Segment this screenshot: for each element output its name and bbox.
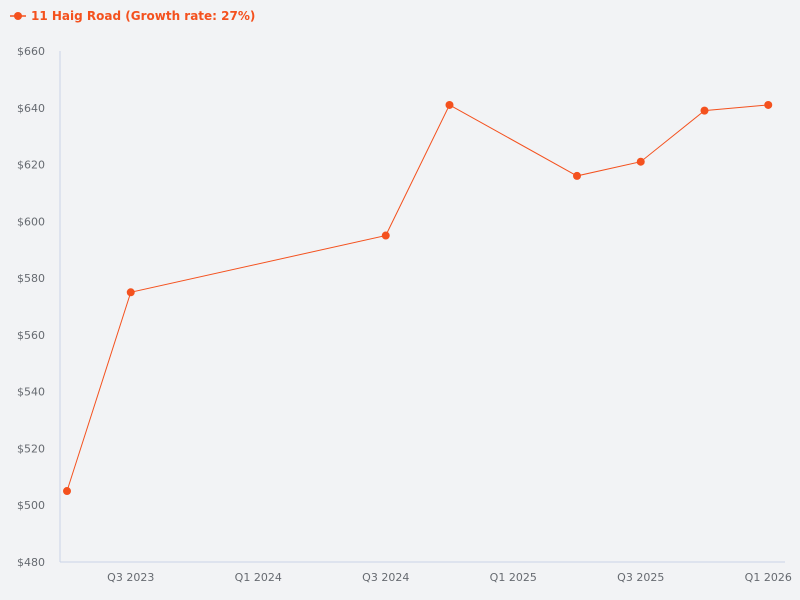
data-point[interactable]: Q4 2024: $641 <box>445 100 454 109</box>
data-point[interactable]: Q2 2025: $616 <box>573 171 581 180</box>
data-point[interactable]: Q2 2023: $505 <box>63 487 71 496</box>
y-tick-label: $540 <box>17 386 45 399</box>
legend-label: 11 Haig Road (Growth rate: 27%) <box>31 9 256 23</box>
y-tick-label: $480 <box>17 556 45 569</box>
x-tick-label: Q1 2025 <box>490 571 537 584</box>
y-tick-label: $620 <box>17 159 45 172</box>
x-axis: Q3 2023 Q1 2024 Q3 2024 Q1 2025 Q3 2025 Q1 20… <box>60 561 792 584</box>
legend-line-marker-icon <box>10 12 26 20</box>
data-point[interactable]: Q4 2025: $639 <box>700 106 709 115</box>
y-tick-label: $640 <box>17 102 45 115</box>
y-tick-label: $500 <box>17 499 45 512</box>
series-line <box>66 104 769 492</box>
x-tick-label: Q3 2025 <box>617 571 664 584</box>
y-tick-label: $520 <box>17 442 45 455</box>
x-tick-label: Q1 2024 <box>235 571 282 584</box>
y-tick-label: $560 <box>17 329 45 342</box>
plot-area: Q2 2023: $505 Q3 2023: $575 Q3 2024: $595 Q… <box>63 100 773 496</box>
legend-item[interactable]: 11 Haig Road (Growth rate: 27%) <box>10 9 255 23</box>
y-tick-label: $580 <box>17 272 45 285</box>
data-point[interactable]: Q3 2023: $575 <box>126 288 135 297</box>
y-tick-label: $600 <box>17 215 45 228</box>
x-tick-label: Q1 2026 <box>745 571 792 584</box>
y-axis: $480 $500 $520 $540 $560 $580 $600 $620 $640 $660 <box>17 45 61 569</box>
data-point[interactable]: Q3 2025: $621 <box>636 157 645 166</box>
x-tick-label: Q3 2023 <box>107 571 154 584</box>
data-point[interactable]: Q3 2024: $595 <box>381 231 390 240</box>
data-point[interactable]: Q1 2026: $641 <box>764 100 773 109</box>
x-tick-label: Q3 2024 <box>362 571 409 584</box>
y-tick-label: $660 <box>17 45 45 58</box>
